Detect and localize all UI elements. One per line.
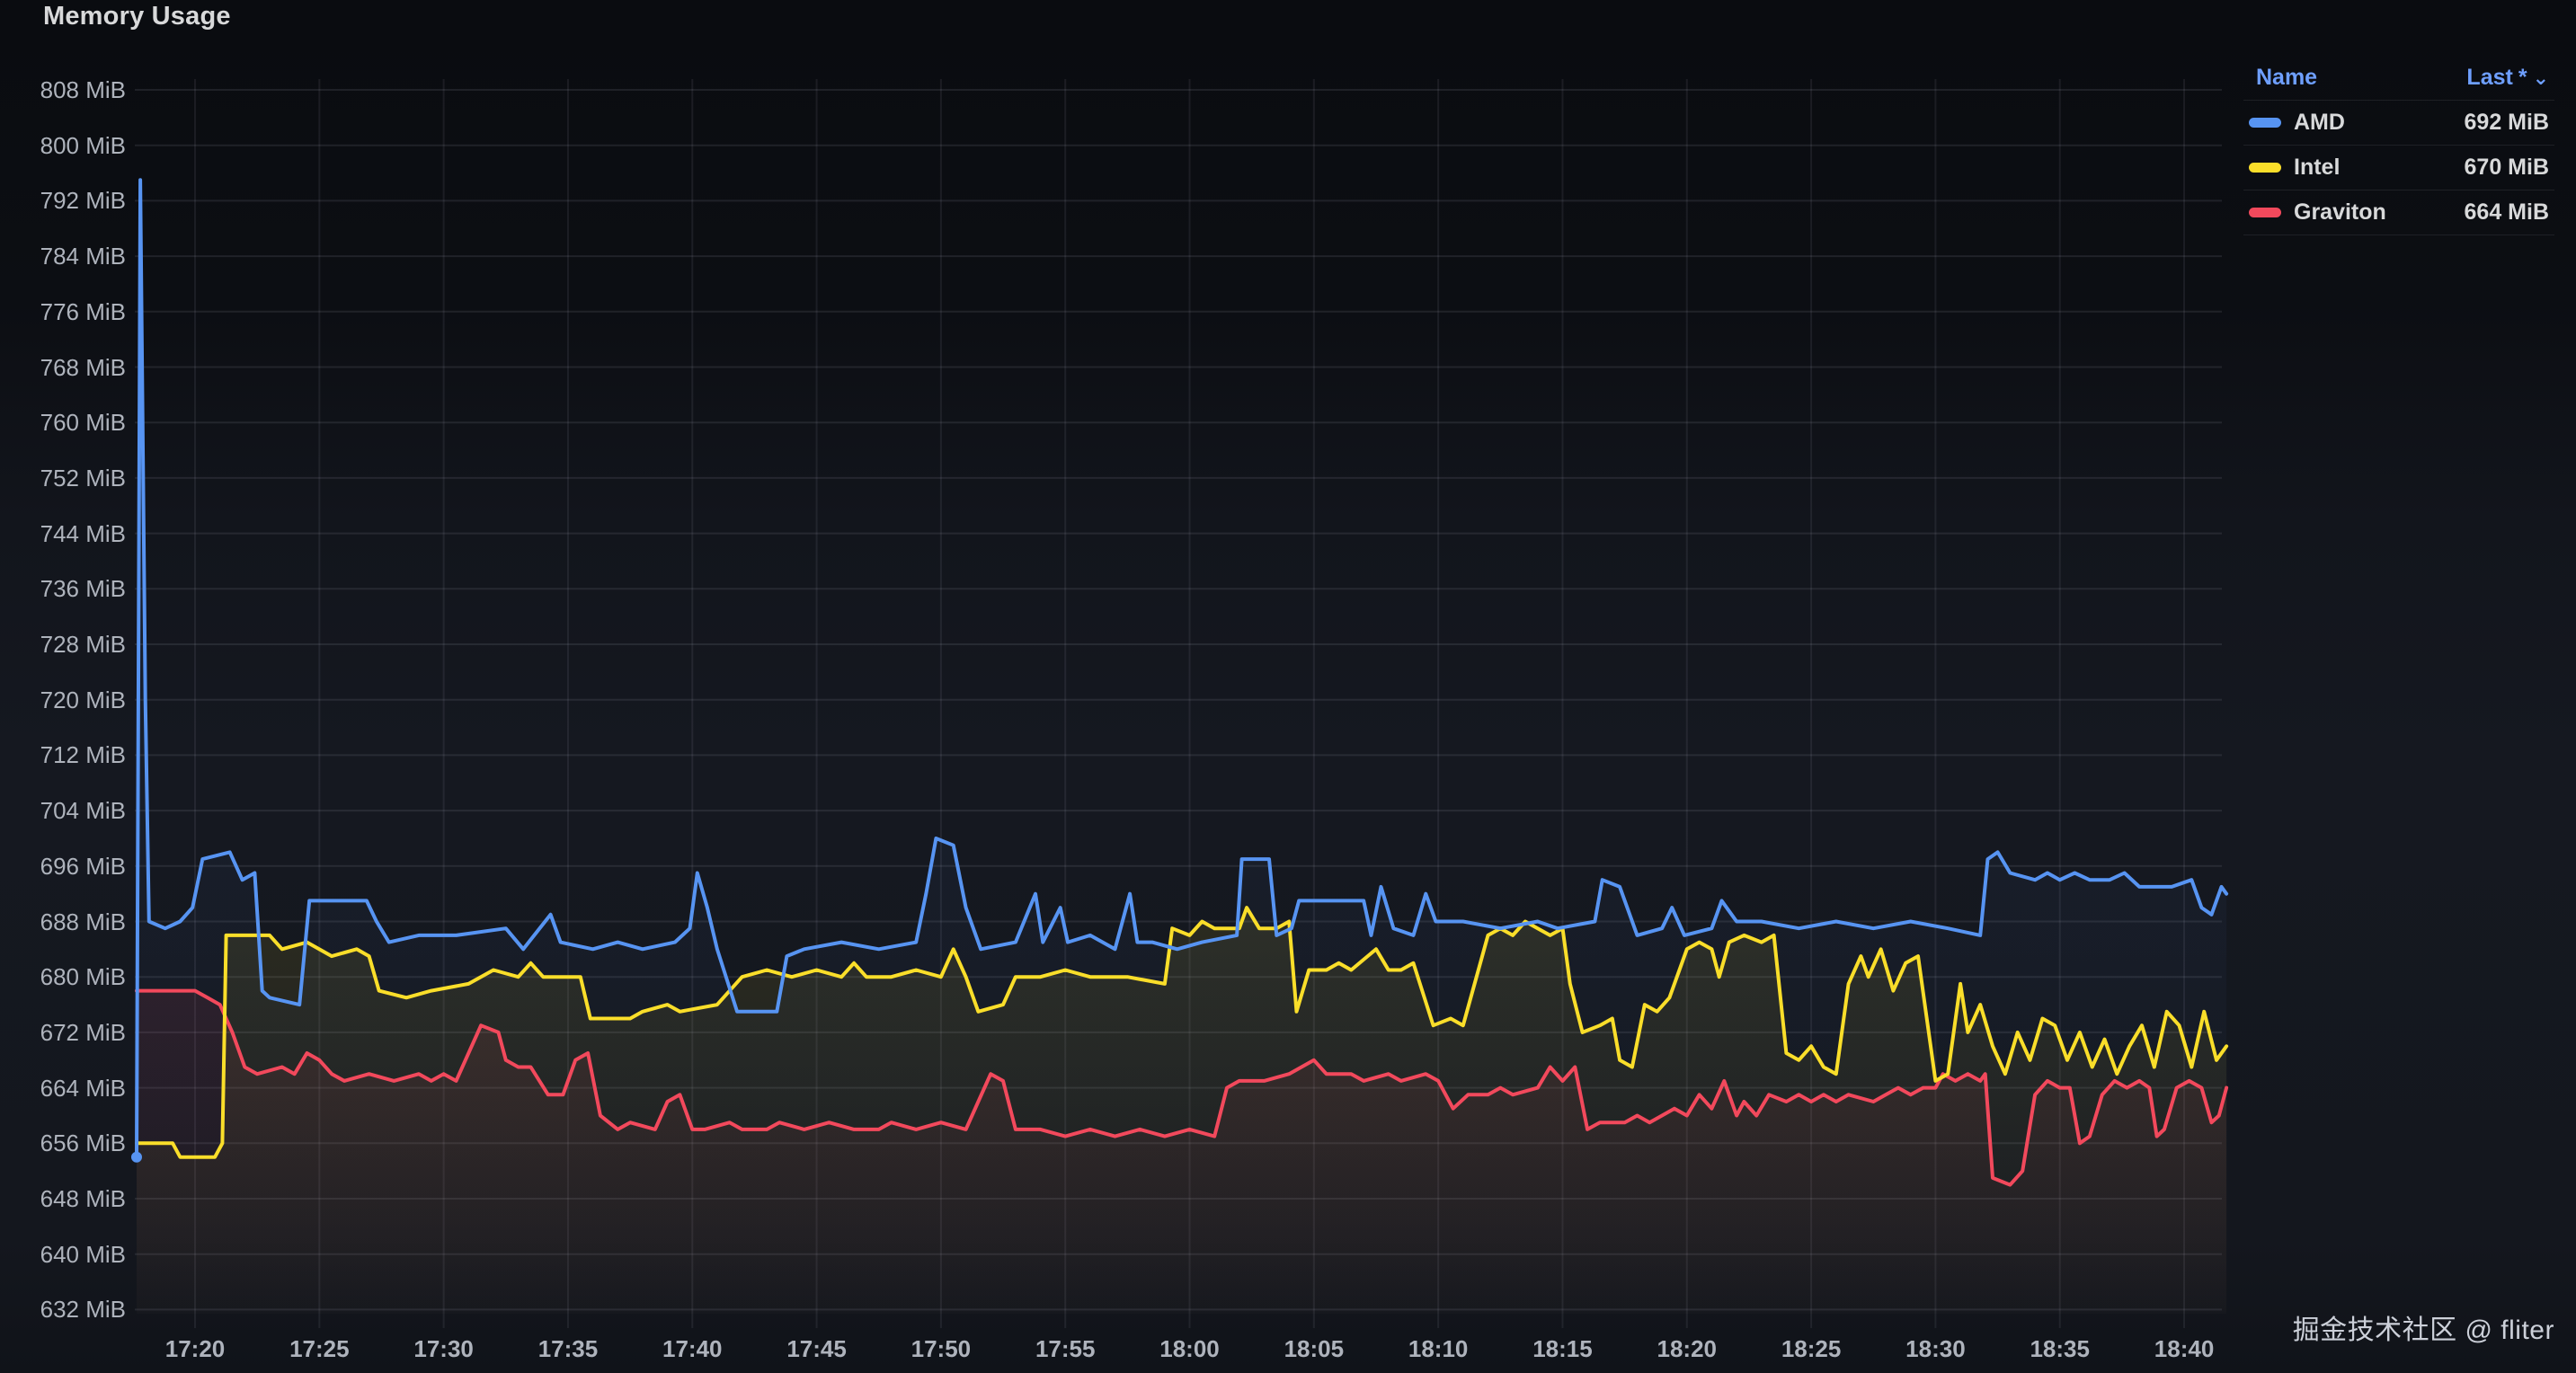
legend-last-suffix: * bbox=[2518, 65, 2527, 90]
x-axis-label: 18:25 bbox=[1781, 1335, 1842, 1362]
amd-series-fill bbox=[137, 180, 2227, 1314]
x-axis-label: 17:55 bbox=[1035, 1335, 1096, 1362]
amd-start-point bbox=[130, 1151, 142, 1163]
legend-last-header: Last bbox=[2466, 65, 2513, 90]
legend-row-amd[interactable]: AMD 692 MiB bbox=[2243, 100, 2554, 145]
y-axis-label: 680 MiB bbox=[40, 963, 126, 991]
x-axis-label: 17:50 bbox=[910, 1335, 972, 1362]
y-axis-label: 736 MiB bbox=[40, 575, 126, 603]
y-axis-label: 656 MiB bbox=[40, 1129, 126, 1157]
x-axis-label: 18:15 bbox=[1532, 1335, 1593, 1362]
y-axis-label: 784 MiB bbox=[40, 243, 126, 270]
x-axis-label: 17:25 bbox=[289, 1335, 350, 1362]
legend-name: Intel bbox=[2294, 155, 2341, 180]
y-axis-label: 720 MiB bbox=[40, 686, 126, 713]
x-axis-label: 18:35 bbox=[2030, 1335, 2090, 1362]
y-axis-label: 712 MiB bbox=[40, 741, 126, 769]
amd-series-line bbox=[135, 178, 2229, 1159]
y-axis-label: 696 MiB bbox=[40, 852, 126, 880]
y-axis-label: 760 MiB bbox=[40, 409, 126, 437]
legend: Name Last * ⌄ AMD 692 MiB Intel 670 MiB … bbox=[2243, 65, 2554, 235]
y-axis-label: 776 MiB bbox=[40, 297, 126, 325]
sort-caret-icon: ⌄ bbox=[2532, 66, 2549, 89]
x-axis-label: 18:40 bbox=[2154, 1335, 2215, 1362]
y-axis-label: 648 MiB bbox=[40, 1185, 126, 1212]
legend-row-graviton[interactable]: Graviton 664 MiB bbox=[2243, 190, 2554, 235]
y-axis-label: 632 MiB bbox=[40, 1296, 126, 1324]
legend-name: Graviton bbox=[2294, 199, 2386, 225]
y-axis-label: 640 MiB bbox=[40, 1240, 126, 1268]
x-axis-label: 17:35 bbox=[537, 1335, 599, 1362]
legend-header: Name Last * ⌄ bbox=[2243, 65, 2554, 100]
y-axis-label: 688 MiB bbox=[40, 908, 126, 935]
legend-last-sort[interactable]: Last * ⌄ bbox=[2466, 65, 2549, 91]
x-axis-label: 17:20 bbox=[164, 1335, 226, 1362]
y-axis-label: 704 MiB bbox=[40, 797, 126, 825]
panel-title[interactable]: Memory Usage bbox=[43, 2, 231, 31]
graviton-series-swatch bbox=[2249, 208, 2281, 217]
y-axis-label: 752 MiB bbox=[40, 464, 126, 492]
amd-series-swatch bbox=[2249, 118, 2281, 128]
legend-last-value: 670 MiB bbox=[2464, 155, 2549, 180]
legend-last-value: 692 MiB bbox=[2464, 110, 2549, 135]
x-axis-label: 18:05 bbox=[1284, 1335, 1345, 1362]
intel-series-line bbox=[135, 906, 2229, 1159]
x-axis-label: 17:40 bbox=[662, 1335, 723, 1362]
x-axis-label: 18:00 bbox=[1159, 1335, 1220, 1362]
y-axis-label: 664 MiB bbox=[40, 1074, 126, 1102]
watermark: 掘金技术社区 @ fliter bbox=[2292, 1315, 2554, 1345]
x-axis-label: 18:30 bbox=[1905, 1335, 1966, 1362]
y-axis-label: 800 MiB bbox=[40, 131, 126, 159]
legend-last-value: 664 MiB bbox=[2464, 199, 2549, 225]
graviton-series-line bbox=[135, 988, 2229, 1187]
x-axis-label: 17:30 bbox=[413, 1335, 474, 1362]
x-axis-label: 18:20 bbox=[1657, 1335, 1718, 1362]
y-axis-label: 808 MiB bbox=[40, 76, 126, 103]
intel-series-swatch bbox=[2249, 163, 2281, 173]
y-axis-label: 728 MiB bbox=[40, 631, 126, 658]
legend-name-header[interactable]: Name bbox=[2256, 65, 2318, 90]
legend-row-intel[interactable]: Intel 670 MiB bbox=[2243, 145, 2554, 190]
y-axis-label: 672 MiB bbox=[40, 1018, 126, 1046]
x-axis-label: 18:10 bbox=[1408, 1335, 1469, 1362]
y-axis-label: 792 MiB bbox=[40, 187, 126, 215]
y-axis-label: 744 MiB bbox=[40, 519, 126, 547]
legend-name: AMD bbox=[2294, 110, 2345, 135]
y-axis-label: 768 MiB bbox=[40, 353, 126, 381]
x-axis-label: 17:45 bbox=[786, 1335, 847, 1362]
